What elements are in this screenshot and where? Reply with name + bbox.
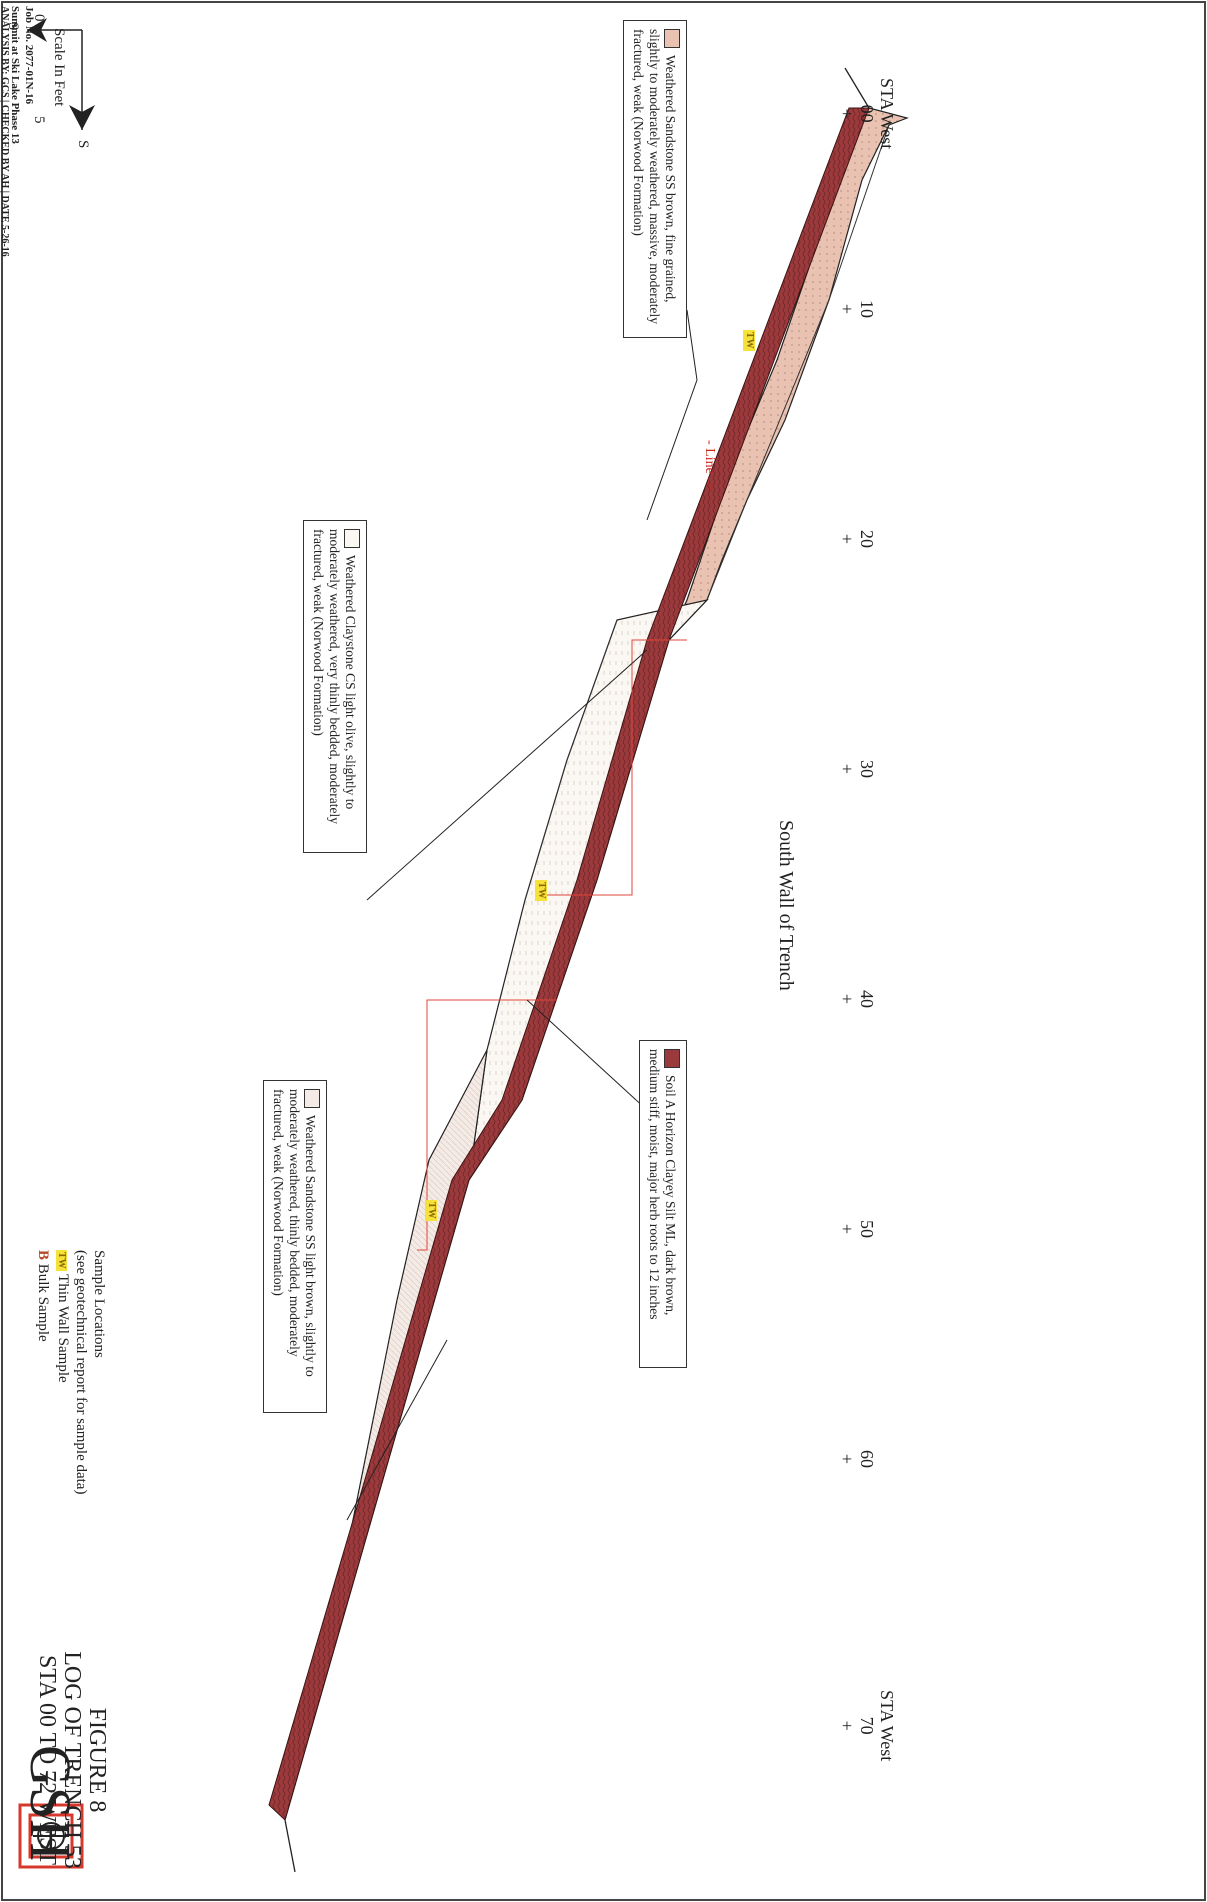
station-number: 60 xyxy=(857,1450,877,1468)
sample-tw-2: TW xyxy=(535,880,547,901)
north-arrow-icon xyxy=(69,105,95,130)
sample-tw-3: TW xyxy=(425,1200,437,1221)
line-label: - Line -> xyxy=(702,440,717,490)
drawing-title: South Wall of Trench xyxy=(775,820,797,991)
station-number: 20 xyxy=(857,530,877,548)
analysis-footer: ANALYSIS BY: GCS | CHECKED BY AH | DATE … xyxy=(0,6,10,257)
station-50: 50 + xyxy=(837,1220,877,1238)
station-number: 50 xyxy=(857,1220,877,1238)
bulk-label: Bulk Sample xyxy=(35,1263,51,1342)
swatch-soil xyxy=(664,1049,680,1068)
station-00: STA West 00 + xyxy=(837,78,897,149)
legend-soil: Soil A Horizon Clayey Silt ML, dark brow… xyxy=(639,1040,687,1368)
scale-min: 0 xyxy=(31,14,47,22)
leader-claystone xyxy=(366,649,648,901)
station-number: 00 xyxy=(857,104,877,123)
sample-line-1 xyxy=(537,639,687,896)
station-number: 10 xyxy=(857,300,877,318)
thin-wall-label: Thin Wall Sample xyxy=(55,1274,71,1383)
samples-note: (see geotechnical report for sample data… xyxy=(73,1250,89,1495)
station-20: 20 + xyxy=(837,530,877,548)
east-arrow-icon xyxy=(27,18,47,42)
scale-max: 5 xyxy=(31,116,47,124)
ground-surface-end xyxy=(284,1819,296,1873)
legend-text: Weathered Claystone CS light olive, slig… xyxy=(311,529,358,825)
station-mark: + xyxy=(837,763,857,775)
station-mark: + xyxy=(837,1453,857,1465)
swatch-sandstone-light xyxy=(304,1089,320,1108)
legend-sandstone-light: Weathered Sandstone SS light brown, slig… xyxy=(263,1080,327,1413)
station-number: 40 xyxy=(857,990,877,1008)
legend-claystone: Weathered Claystone CS light olive, slig… xyxy=(303,520,367,853)
legend-text: Weathered Sandstone SS brown, fine grain… xyxy=(631,29,678,325)
station-mark: + xyxy=(837,1223,857,1235)
station-label: STA West xyxy=(877,78,897,150)
north-label: S xyxy=(75,140,91,149)
station-number: 30 xyxy=(857,760,877,778)
station-mark: + xyxy=(837,108,857,119)
station-mark: + xyxy=(837,1720,857,1731)
station-10: 10 + xyxy=(837,300,877,318)
sandstone-brown-unit xyxy=(668,107,909,641)
swatch-claystone xyxy=(344,529,360,548)
station-40: 40 + xyxy=(837,990,877,1008)
station-60: 60 + xyxy=(837,1450,877,1468)
station-label: STA West xyxy=(877,1690,897,1762)
leader-sandstone-brown xyxy=(646,309,698,521)
station-mark: + xyxy=(837,533,857,545)
sample-line-2 xyxy=(417,999,557,1251)
legend-text: Weathered Sandstone SS light brown, slig… xyxy=(271,1089,318,1377)
swatch-sandstone-brown xyxy=(664,29,680,48)
samples-heading: Sample Locations xyxy=(91,1250,107,1358)
station-30: 30 + xyxy=(837,760,877,778)
gsh-logo-icon xyxy=(18,1803,84,1869)
legend-sandstone-brown: Weathered Sandstone SS brown, fine grain… xyxy=(623,20,687,338)
bulk-code: B xyxy=(35,1250,51,1261)
bulk-legend: B Bulk Sample xyxy=(34,1250,51,1342)
thin-wall-code: TW xyxy=(56,1250,67,1271)
sample-tw-1: TW xyxy=(743,330,755,351)
company-logo-text: GSH xyxy=(18,1745,83,1862)
legend-text: Soil A Horizon Clayey Silt ML, dark brow… xyxy=(647,1049,678,1320)
figure-number: FIGURE 8 xyxy=(84,1707,110,1813)
leader-soil xyxy=(526,999,648,1111)
station-number: 70 xyxy=(857,1716,877,1735)
station-mark: + xyxy=(837,993,857,1005)
soil-unit xyxy=(268,107,870,1821)
thin-wall-legend: TW Thin Wall Sample xyxy=(54,1250,71,1383)
ground-surface-start xyxy=(844,67,870,109)
leader-sandstone-light xyxy=(346,1339,448,1521)
scale-caption: Scale In Feet xyxy=(51,28,67,107)
station-70: STA West 70 + xyxy=(837,1690,897,1761)
station-mark: + xyxy=(837,303,857,315)
